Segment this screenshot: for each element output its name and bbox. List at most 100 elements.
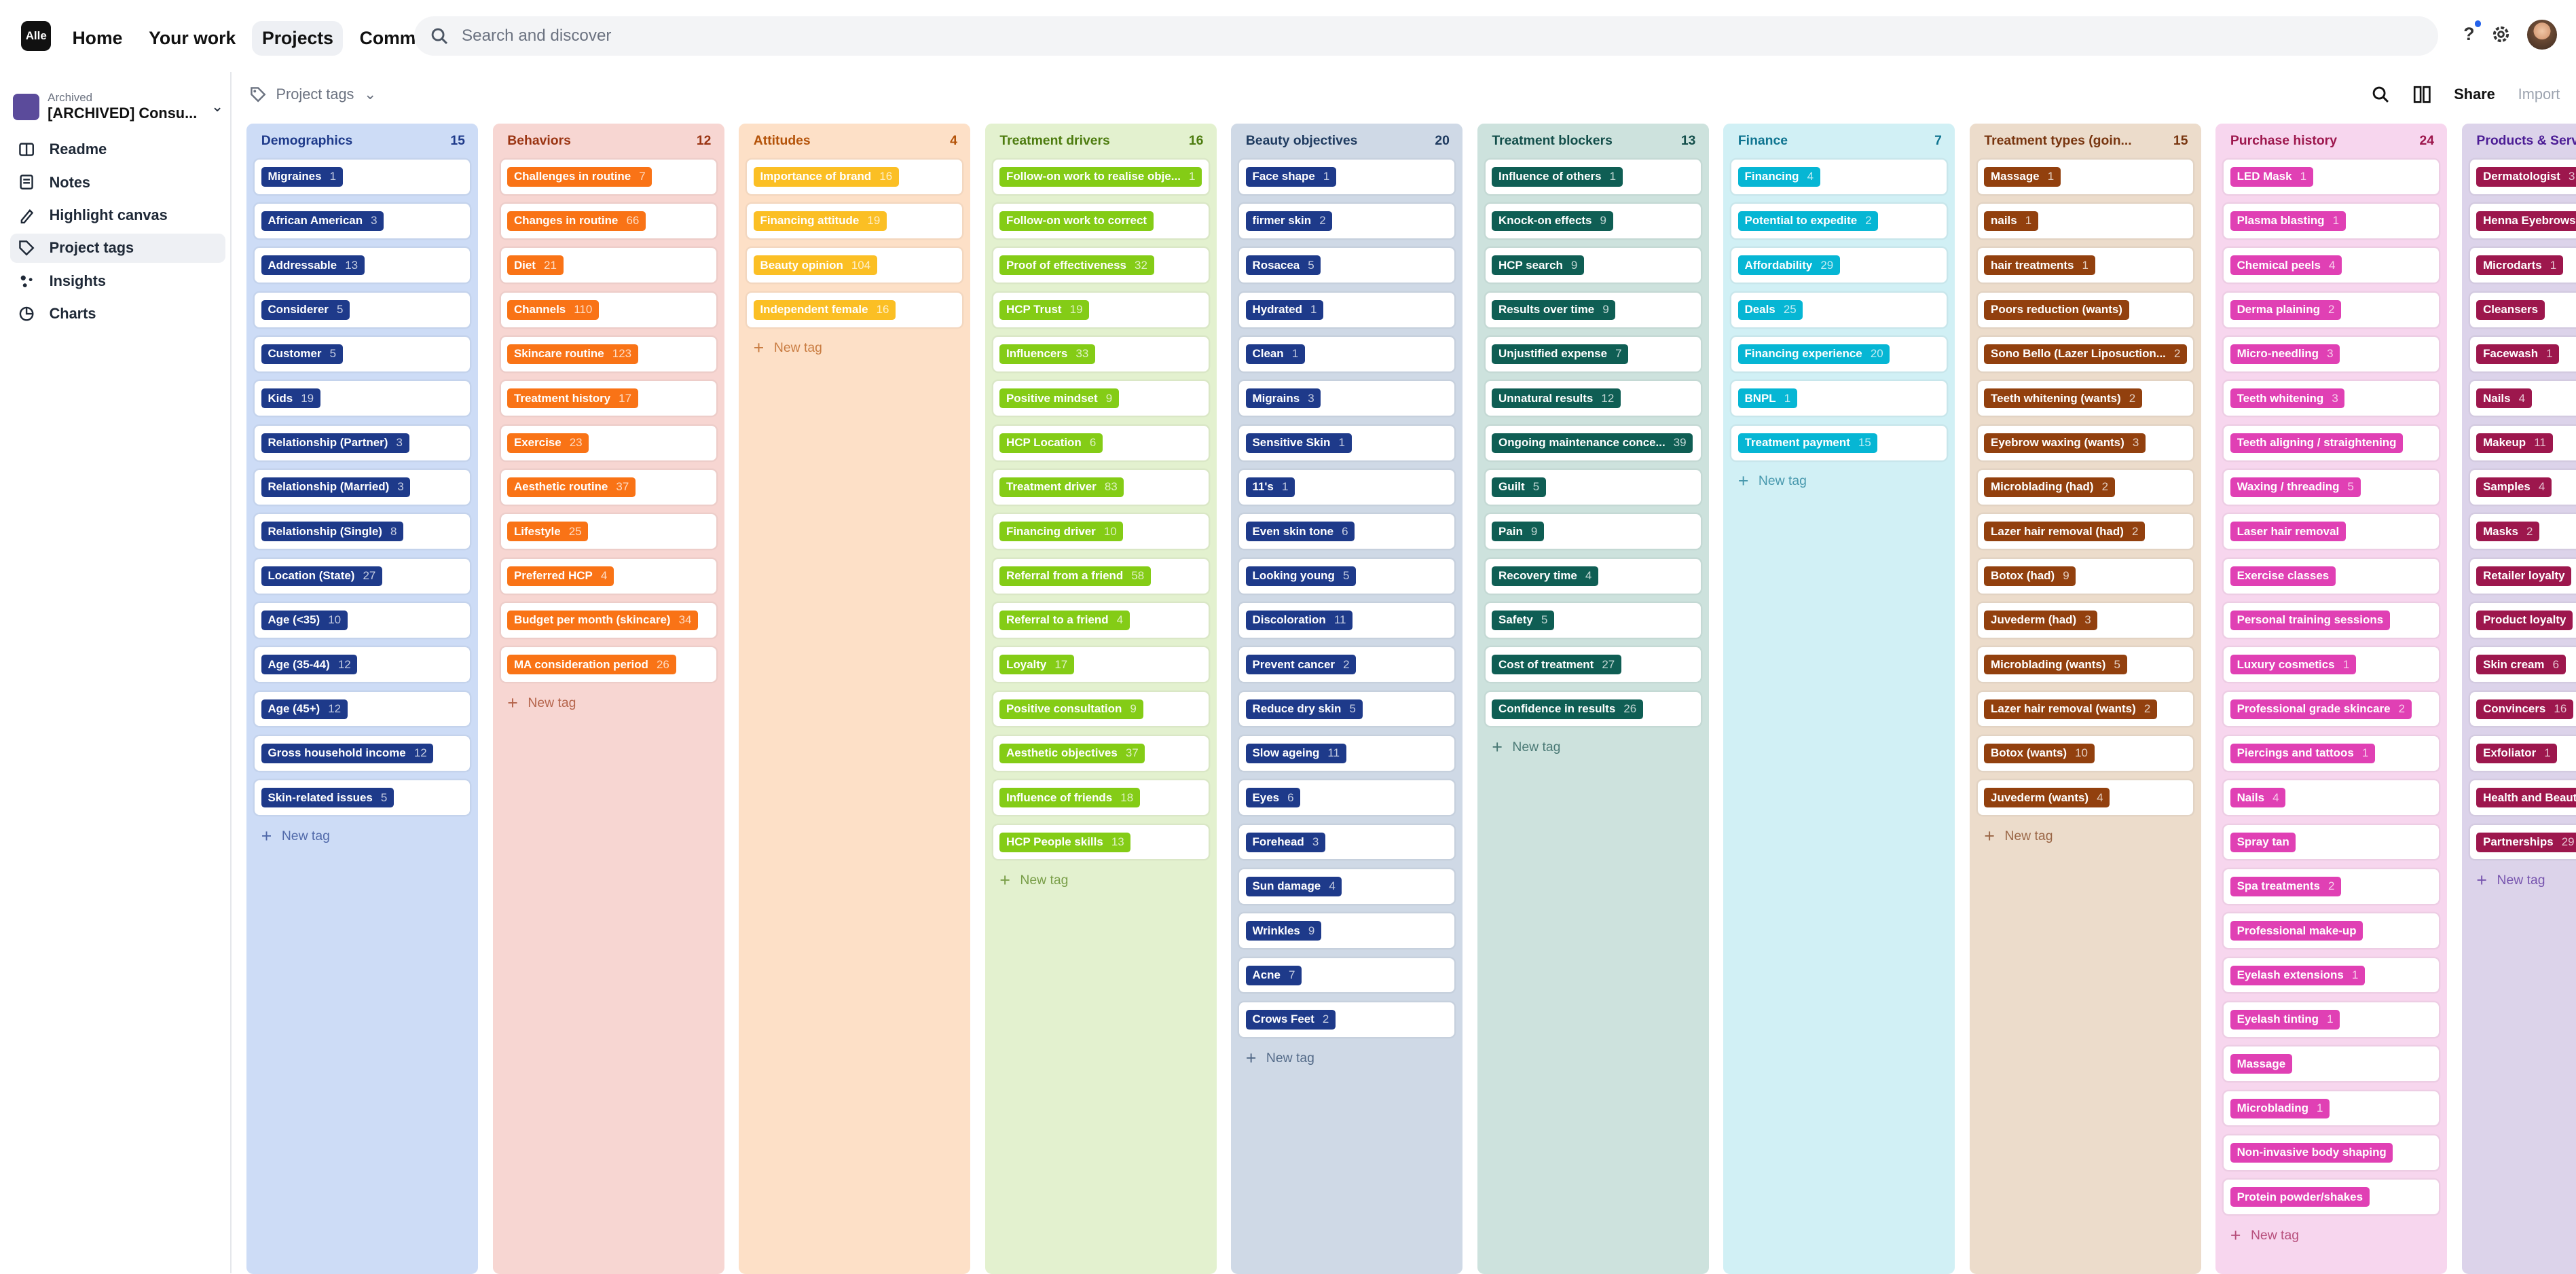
sidebar-item-charts[interactable]: Charts	[10, 299, 225, 329]
tag-pill[interactable]: Juvederm (wants) 4	[1984, 788, 2110, 808]
tag-card[interactable]: Sensitive Skin 1	[1239, 425, 1455, 460]
tag-card[interactable]: Nails 4	[2469, 381, 2576, 416]
tag-card[interactable]: Botox (had) 9	[1977, 558, 2193, 594]
tag-pill[interactable]: Relationship (Single) 8	[261, 522, 404, 542]
sidebar-item-project-tags[interactable]: Project tags	[10, 233, 225, 263]
tag-card[interactable]: Facewash 1	[2469, 337, 2576, 371]
tag-pill[interactable]: Independent female 16	[753, 299, 896, 320]
tag-pill[interactable]: Partnerships 29	[2476, 832, 2576, 852]
tag-card[interactable]: Eyebrow waxing (wants) 3	[1977, 425, 2193, 460]
tag-pill[interactable]: LED Mask 1	[2230, 166, 2313, 187]
tag-pill[interactable]: Sun damage 4	[1245, 876, 1342, 896]
tag-pill[interactable]: Even skin tone 6	[1245, 522, 1355, 542]
tag-pill[interactable]: Guilt 5	[1492, 477, 1546, 497]
tag-pill[interactable]: Aesthetic routine 37	[507, 477, 636, 497]
tag-card[interactable]: Dermatologist 3	[2469, 159, 2576, 194]
tag-pill[interactable]: Positive mindset 9	[999, 388, 1119, 409]
tag-card[interactable]: Ongoing maintenance conce... 39	[1485, 425, 1701, 460]
tag-pill[interactable]: Age (35-44) 12	[261, 655, 358, 675]
tag-pill[interactable]: Eyelash tinting 1	[2230, 1009, 2340, 1030]
tag-pill[interactable]: Face shape 1	[1245, 166, 1336, 187]
tag-pill[interactable]: Skin-related issues 5	[261, 788, 394, 808]
tag-card[interactable]: Looking young 5	[1239, 558, 1455, 594]
tag-card[interactable]: nails 1	[1977, 204, 2193, 238]
tag-pill[interactable]: Exercise 23	[507, 433, 589, 453]
tag-card[interactable]: Poors reduction (wants)	[1977, 292, 2193, 327]
tag-pill[interactable]: Acne 7	[1245, 965, 1302, 985]
tag-card[interactable]: Henna Eyebrows	[2469, 204, 2576, 238]
tag-card[interactable]: Pain 9	[1485, 514, 1701, 549]
tag-pill[interactable]: Spray tan	[2230, 832, 2296, 852]
tag-pill[interactable]: Massage	[2230, 1054, 2292, 1074]
tag-card[interactable]: Microdarts 1	[2469, 248, 2576, 283]
tag-pill[interactable]: Rosacea 5	[1245, 255, 1321, 276]
tag-pill[interactable]: Convincers 16	[2476, 699, 2573, 719]
tag-card[interactable]: Skin-related issues 5	[255, 780, 471, 816]
tag-pill[interactable]: Financing attitude 19	[753, 211, 887, 231]
tag-card[interactable]: Influencers 33	[993, 337, 1209, 371]
tag-card[interactable]: Botox (wants) 10	[1977, 736, 2193, 771]
tag-card[interactable]: Age (<35) 10	[255, 603, 471, 638]
tag-card[interactable]: Retailer loyalty	[2469, 558, 2576, 594]
tag-card[interactable]: Positive consultation 9	[993, 691, 1209, 727]
tag-card[interactable]: Relationship (Married) 3	[255, 470, 471, 505]
tag-pill[interactable]: Microdarts 1	[2476, 255, 2563, 276]
tag-pill[interactable]: Influencers 33	[999, 344, 1095, 364]
tag-card[interactable]: Plasma blasting 1	[2224, 204, 2440, 238]
tag-pill[interactable]: Retailer loyalty	[2476, 566, 2572, 586]
tag-pill[interactable]: Unnatural results 12	[1492, 388, 1621, 409]
tag-pill[interactable]: Exfoliator 1	[2476, 743, 2558, 763]
tag-card[interactable]: Eyes 6	[1239, 780, 1455, 816]
tag-card[interactable]: Product loyalty	[2469, 603, 2576, 638]
user-avatar[interactable]	[2526, 20, 2557, 50]
new-tag-button[interactable]: + New tag	[493, 692, 724, 715]
tag-card[interactable]: Positive mindset 9	[993, 381, 1209, 416]
tag-pill[interactable]: Laser hair removal	[2230, 522, 2346, 542]
tag-pill[interactable]: Discoloration 11	[1245, 610, 1353, 630]
help-icon[interactable]: ?	[2463, 20, 2481, 45]
tag-card[interactable]: Guilt 5	[1485, 470, 1701, 505]
chevron-down-icon[interactable]: ⌄	[210, 98, 224, 115]
tag-card[interactable]: Influence of friends 18	[993, 780, 1209, 816]
tag-card[interactable]: Professional grade skincare 2	[2224, 691, 2440, 727]
tag-pill[interactable]: Migraines 1	[261, 166, 343, 187]
new-tag-button[interactable]: + New tag	[2462, 869, 2576, 892]
tag-pill[interactable]: Henna Eyebrows	[2476, 211, 2576, 231]
tag-pill[interactable]: Proof of effectiveness 32	[999, 255, 1154, 276]
tag-card[interactable]: Forehead 3	[1239, 824, 1455, 860]
tag-pill[interactable]: Reduce dry skin 5	[1245, 699, 1363, 719]
tag-card[interactable]: Massage 1	[1977, 159, 2193, 194]
tag-card[interactable]: Channels 110	[500, 292, 716, 327]
tag-pill[interactable]: Derma plaining 2	[2230, 299, 2342, 320]
tag-card[interactable]: BNPL 1	[1731, 381, 1947, 416]
tag-pill[interactable]: Location (State) 27	[261, 566, 383, 586]
import-button[interactable]: Import	[2518, 86, 2560, 103]
tag-pill[interactable]: Microblading 1	[2230, 1098, 2330, 1118]
tag-pill[interactable]: Protein powder/shakes	[2230, 1187, 2370, 1207]
tag-pill[interactable]: Follow-on work to realise obje... 1	[999, 166, 1202, 187]
tag-card[interactable]: Budget per month (skincare) 34	[500, 603, 716, 638]
tag-pill[interactable]: Slow ageing 11	[1245, 743, 1346, 763]
tag-pill[interactable]: Product loyalty	[2476, 610, 2573, 630]
tag-pill[interactable]: Potential to expedite 2	[1737, 211, 1879, 231]
tag-pill[interactable]: Influence of friends 18	[999, 788, 1140, 808]
tag-card[interactable]: Loyalty 17	[993, 647, 1209, 682]
tag-pill[interactable]: Makeup 11	[2476, 433, 2553, 453]
tag-card[interactable]: Financing 4	[1731, 159, 1947, 194]
tag-card[interactable]: Slow ageing 11	[1239, 736, 1455, 771]
tag-card[interactable]: Treatment driver 83	[993, 470, 1209, 505]
tag-card[interactable]: Teeth whitening 3	[2224, 381, 2440, 416]
tag-card[interactable]: Lifestyle 25	[500, 514, 716, 549]
tag-pill[interactable]: Non-invasive body shaping	[2230, 1142, 2393, 1163]
tag-card[interactable]: Beauty opinion 104	[747, 248, 963, 283]
tag-card[interactable]: Non-invasive body shaping	[2224, 1135, 2440, 1170]
tag-pill[interactable]: Waxing / threading 5	[2230, 477, 2361, 497]
tag-pill[interactable]: Kids 19	[261, 388, 320, 409]
new-tag-button[interactable]: + New tag	[246, 825, 478, 848]
tag-pill[interactable]: Microblading (had) 2	[1984, 477, 2115, 497]
tag-pill[interactable]: Facewash 1	[2476, 344, 2560, 364]
tag-pill[interactable]: African American 3	[261, 211, 384, 231]
tag-pill[interactable]: Gross household income 12	[261, 743, 434, 763]
tag-card[interactable]: Exercise 23	[500, 425, 716, 460]
tag-pill[interactable]: Affordability 29	[1737, 255, 1840, 276]
